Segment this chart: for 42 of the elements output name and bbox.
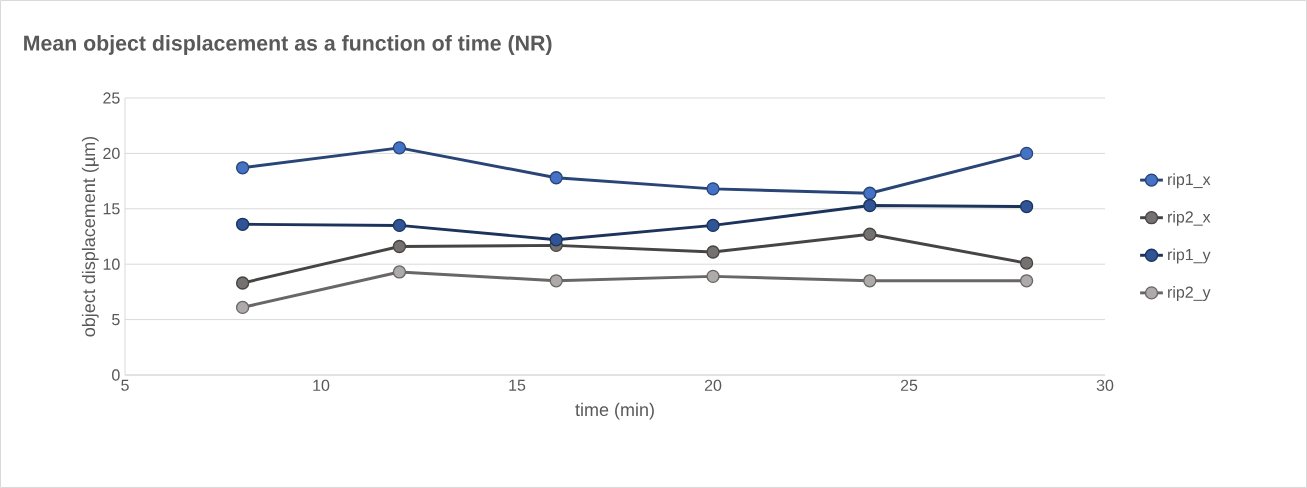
x-tick-label: 15: [509, 379, 526, 391]
point: [863, 186, 877, 200]
point: [706, 245, 720, 259]
point: [863, 198, 877, 213]
point: [392, 141, 407, 155]
y-tick-label: 0: [112, 369, 120, 381]
point: [392, 239, 407, 254]
point: [1019, 146, 1034, 161]
point: [863, 274, 877, 288]
point: [863, 227, 877, 241]
y-tick-label: 15: [103, 203, 120, 215]
legend-label: rip1_y: [1168, 248, 1211, 264]
point: [549, 274, 563, 288]
point: [1019, 256, 1034, 270]
point: [235, 217, 250, 231]
chart-title: Mean object displacement as a function of time (NR): [24, 35, 552, 55]
point: [549, 171, 563, 185]
y-tick-label: 5: [112, 314, 120, 326]
point: [706, 269, 720, 284]
point: [235, 276, 250, 290]
point: [1019, 199, 1034, 214]
x-tick-label: 5: [121, 379, 129, 391]
legend-label: rip1_x: [1168, 173, 1211, 189]
legend-label: rip2_x: [1168, 210, 1211, 226]
legend-label: rip2_y: [1168, 286, 1211, 301]
point: [706, 182, 720, 196]
y-tick-label: 25: [103, 92, 120, 104]
y-tick-label: 10: [103, 258, 120, 270]
x-axis-title: time (min): [575, 402, 654, 420]
point: [549, 233, 563, 247]
point: [706, 218, 720, 233]
x-tick-label: 20: [704, 379, 722, 392]
point: [392, 218, 407, 233]
point: [1019, 274, 1034, 288]
x-tick-label: 25: [900, 379, 918, 392]
x-tick-label: 10: [313, 379, 330, 392]
x-tick-label: 30: [1096, 379, 1114, 392]
point: [235, 161, 250, 175]
y-axis-title: object displacement (µm): [81, 136, 99, 337]
y-tick-label: 20: [103, 147, 120, 160]
point: [235, 300, 250, 315]
point: [392, 265, 407, 279]
